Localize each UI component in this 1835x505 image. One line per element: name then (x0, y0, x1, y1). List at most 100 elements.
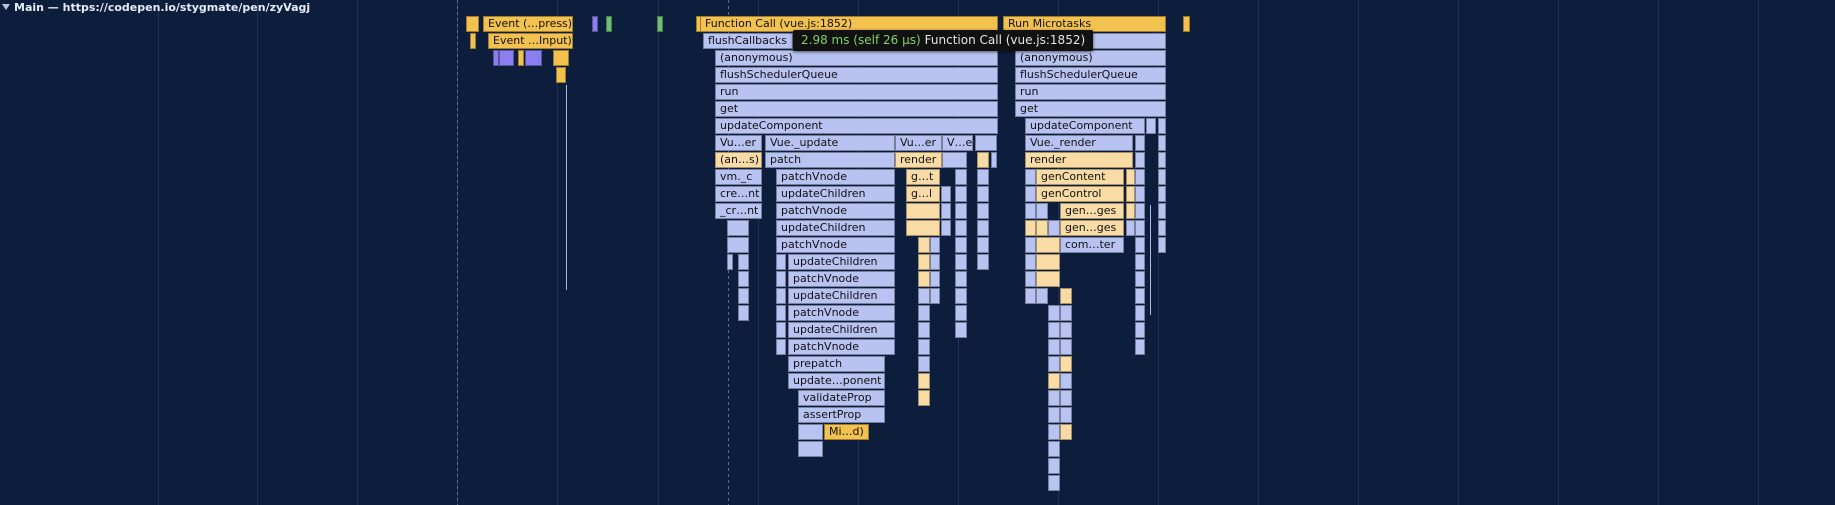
flame-block[interactable]: patchVnode (776, 169, 895, 185)
flame-block[interactable] (977, 237, 989, 253)
flame-block[interactable]: patchVnode (776, 203, 895, 219)
flame-block[interactable] (955, 322, 967, 338)
flame-block[interactable] (977, 186, 989, 202)
flame-block[interactable] (518, 50, 524, 66)
flame-block[interactable] (942, 152, 967, 168)
flame-block[interactable] (1025, 271, 1036, 287)
flame-block[interactable] (592, 16, 598, 32)
flame-block[interactable] (977, 169, 989, 185)
flame-block[interactable] (1048, 220, 1060, 236)
flame-block[interactable] (955, 288, 967, 304)
flame-block[interactable] (1060, 373, 1072, 389)
flame-block[interactable] (955, 186, 967, 202)
flame-block[interactable] (776, 339, 786, 355)
flame-block[interactable] (1048, 322, 1060, 338)
flame-block[interactable] (1025, 203, 1036, 219)
flame-block[interactable]: Vu…er (715, 135, 762, 151)
flame-block[interactable] (1158, 118, 1166, 134)
flame-block[interactable] (1048, 407, 1060, 423)
flame-block[interactable] (606, 16, 612, 32)
flame-block[interactable] (1048, 305, 1060, 321)
flame-block[interactable]: patchVnode (788, 339, 895, 355)
flame-block[interactable] (1036, 203, 1048, 219)
flame-block[interactable] (776, 254, 786, 270)
flame-block[interactable] (975, 135, 997, 151)
flame-block[interactable] (556, 67, 566, 83)
flame-block[interactable] (1060, 288, 1072, 304)
flame-block[interactable] (941, 220, 951, 236)
flame-block[interactable] (1135, 237, 1145, 253)
flame-block[interactable] (1135, 169, 1145, 185)
flame-block[interactable] (1135, 203, 1145, 219)
flame-block[interactable] (977, 203, 989, 219)
flame-block[interactable] (918, 339, 930, 355)
flame-block[interactable]: get (715, 101, 998, 117)
flame-block[interactable] (1146, 118, 1156, 134)
flame-block[interactable] (1126, 169, 1135, 185)
flame-block[interactable] (1158, 220, 1166, 236)
flame-block[interactable] (918, 237, 930, 253)
flame-block[interactable] (955, 254, 967, 270)
flame-block[interactable] (918, 305, 930, 321)
flame-block[interactable] (1135, 288, 1145, 304)
flame-block[interactable] (1048, 475, 1060, 491)
flame-block[interactable] (738, 305, 749, 321)
flame-block[interactable] (1060, 322, 1072, 338)
flame-block[interactable] (1158, 186, 1166, 202)
flame-block[interactable]: updateChildren (788, 288, 895, 304)
flame-block[interactable] (955, 305, 967, 321)
flame-block[interactable]: flushCallbacks (703, 33, 793, 49)
flame-block[interactable] (1126, 186, 1135, 202)
flame-block[interactable]: flushSchedulerQueue (715, 67, 998, 83)
flame-block[interactable]: update…ponent (788, 373, 885, 389)
flame-block[interactable]: validateProp (798, 390, 885, 406)
flame-block[interactable]: g…t (906, 169, 940, 185)
flame-block[interactable] (657, 16, 663, 32)
flame-block[interactable] (1025, 220, 1036, 236)
flame-block[interactable]: updateComponent (1025, 118, 1145, 134)
flame-block[interactable] (1135, 271, 1145, 287)
expand-triangle-icon[interactable] (2, 4, 10, 10)
flame-block[interactable] (1048, 424, 1060, 440)
flame-block[interactable] (1158, 135, 1166, 151)
flame-block[interactable] (1025, 288, 1036, 304)
flame-block[interactable] (918, 271, 930, 287)
flame-block[interactable] (727, 254, 733, 270)
flame-block[interactable]: render (1025, 152, 1133, 168)
flame-block[interactable] (1048, 390, 1060, 406)
flame-block[interactable]: run (715, 84, 998, 100)
flame-block[interactable] (1158, 169, 1166, 185)
flame-block[interactable]: (an…s) (715, 152, 762, 168)
flame-block[interactable]: Run Microtasks (1003, 16, 1166, 32)
flame-block[interactable] (1126, 220, 1135, 236)
flame-block[interactable]: Event (…press) (483, 16, 573, 32)
flame-block[interactable] (1135, 152, 1145, 168)
flame-block[interactable] (930, 237, 940, 253)
flame-block[interactable] (918, 254, 930, 270)
flame-block[interactable]: updateChildren (788, 254, 895, 270)
flame-block[interactable] (918, 390, 930, 406)
flame-block[interactable] (918, 356, 930, 372)
flame-block[interactable] (1135, 220, 1145, 236)
flame-block[interactable] (1048, 356, 1060, 372)
flame-block[interactable] (1048, 373, 1060, 389)
flame-block[interactable]: updateChildren (776, 186, 895, 202)
flame-block[interactable]: Vue._update (765, 135, 895, 151)
flame-block[interactable]: flushSchedulerQueue (1015, 67, 1166, 83)
flame-block[interactable] (1158, 203, 1166, 219)
flame-block[interactable] (955, 237, 967, 253)
flame-block[interactable] (1036, 220, 1048, 236)
flame-block[interactable]: com…ter (1060, 237, 1124, 253)
flame-block[interactable] (1158, 152, 1166, 168)
flame-block[interactable]: genControl (1036, 186, 1124, 202)
flame-block[interactable] (1036, 254, 1060, 270)
flame-block[interactable] (918, 288, 930, 304)
flame-block[interactable] (918, 373, 930, 389)
flame-block[interactable]: Vue._render (1025, 135, 1133, 151)
flame-block[interactable]: updateChildren (776, 220, 895, 236)
flame-block[interactable] (727, 237, 749, 253)
flame-block[interactable] (1135, 186, 1145, 202)
flame-block[interactable] (1135, 339, 1145, 355)
flame-block[interactable] (977, 220, 989, 236)
